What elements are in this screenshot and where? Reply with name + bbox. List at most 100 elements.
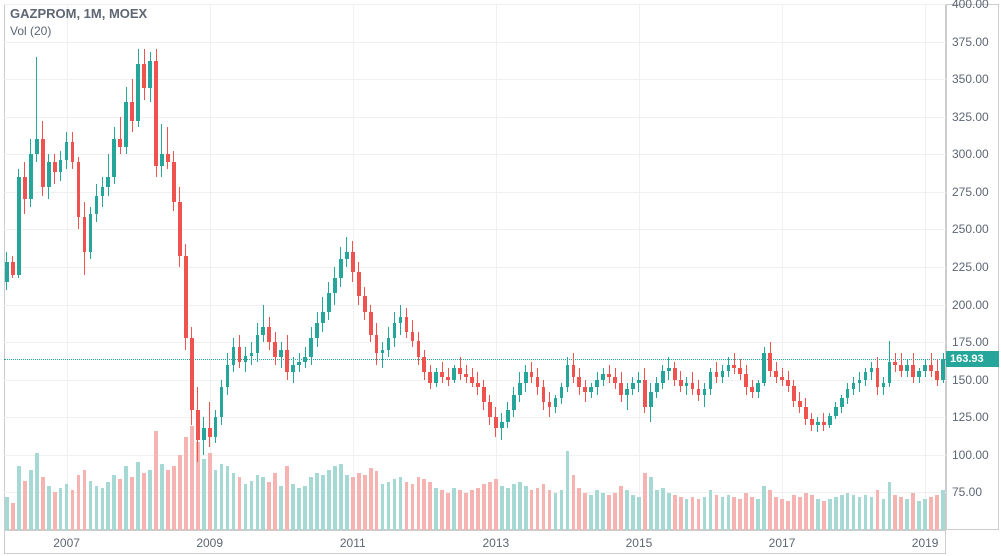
y-axis-label: 250.00 (952, 222, 989, 236)
volume-bar (732, 497, 736, 530)
volume-bar (738, 499, 742, 530)
candle-body (417, 341, 421, 358)
candle-body (279, 350, 283, 358)
candle-body (488, 402, 492, 417)
candle-body (738, 368, 742, 374)
candle-body (95, 196, 99, 214)
candle-body (929, 365, 933, 371)
candle-body (35, 139, 39, 154)
candle-body (500, 422, 504, 428)
candle-body (542, 387, 546, 402)
candle-body (810, 419, 814, 425)
volume-bar (327, 470, 331, 531)
volume-bar (411, 484, 415, 530)
candle-body (721, 371, 725, 377)
candle-body (381, 350, 385, 353)
candle-body (327, 293, 331, 313)
candle-body (816, 422, 820, 425)
candle-body (393, 323, 397, 338)
candle-body (196, 410, 200, 440)
volume-bar (595, 490, 599, 530)
volume-bar (363, 475, 367, 530)
volume-bar (422, 479, 426, 530)
volume-bar (929, 497, 933, 530)
candle-body (768, 353, 772, 371)
candle-body (709, 372, 713, 389)
volume-bar (667, 493, 671, 530)
candle-body (828, 416, 832, 425)
volume-bar (345, 475, 349, 530)
candle-wick (167, 127, 168, 169)
candle-body (214, 417, 218, 437)
candle-body (482, 387, 486, 402)
volume-bar (804, 493, 808, 530)
volume-bar (65, 484, 69, 530)
candle-body (399, 317, 403, 323)
candle-body (83, 217, 87, 252)
candle-wick (382, 342, 383, 368)
volume-bar (792, 495, 796, 530)
volume-bar (381, 484, 385, 530)
candle-body (697, 389, 701, 395)
volume-bar (899, 497, 903, 530)
grid-line-h (4, 192, 946, 193)
volume-bar (625, 490, 629, 530)
volume-bar (208, 453, 212, 530)
candle-body (494, 417, 498, 428)
volume-bar (870, 497, 874, 530)
volume-bar (244, 484, 248, 530)
volume-bar (864, 495, 868, 530)
candle-body (673, 368, 677, 380)
volume-bar (315, 473, 319, 530)
candle-body (882, 383, 886, 388)
candle-body (476, 383, 480, 388)
volume-bar (452, 488, 456, 530)
candle-body (667, 368, 671, 371)
candle-body (870, 368, 874, 373)
candle-body (601, 374, 605, 380)
grid-line-h (4, 229, 946, 230)
candle-body (112, 139, 116, 177)
volume-bar (661, 488, 665, 530)
candle-body (923, 365, 927, 371)
candle-body (142, 64, 146, 88)
candle-body (422, 357, 426, 372)
volume-bar (261, 477, 265, 530)
candle-body (864, 372, 868, 380)
volume-bar (417, 477, 421, 530)
candle-body (530, 372, 534, 377)
x-axis-label: 2019 (912, 536, 939, 550)
candle-body (202, 428, 206, 440)
volume-bar (160, 464, 164, 530)
volume-bar (124, 466, 128, 530)
volume-bar (476, 488, 480, 530)
candle-body (101, 187, 105, 196)
x-axis-label: 2015 (626, 536, 653, 550)
candle-body (774, 371, 778, 377)
volume-bar (774, 497, 778, 530)
candle-body (17, 177, 21, 275)
candle-body (548, 402, 552, 407)
volume-bar (744, 493, 748, 530)
volume-bar (250, 481, 254, 531)
volume-bar (309, 477, 313, 530)
candlestick-chart[interactable]: GAZPROM, 1M, MOEX Vol (20) 75.00100.0012… (0, 0, 1001, 556)
volume-bar (828, 499, 832, 530)
x-axis-label: 2011 (340, 536, 366, 550)
volume-bar (834, 497, 838, 530)
candle-body (434, 372, 438, 383)
candle-body (130, 102, 134, 122)
candle-body (440, 372, 444, 377)
candle-body (154, 61, 158, 166)
candle-wick (817, 417, 818, 432)
candle-body (238, 347, 242, 362)
volume-bar (893, 495, 897, 530)
volume-bar (566, 451, 570, 530)
volume-bar (142, 473, 146, 530)
volume-bar (786, 501, 790, 530)
candle-body (333, 278, 337, 293)
candle-body (518, 383, 522, 395)
candle-wick (734, 353, 735, 374)
candle-body (589, 387, 593, 392)
candle-body (572, 365, 576, 377)
